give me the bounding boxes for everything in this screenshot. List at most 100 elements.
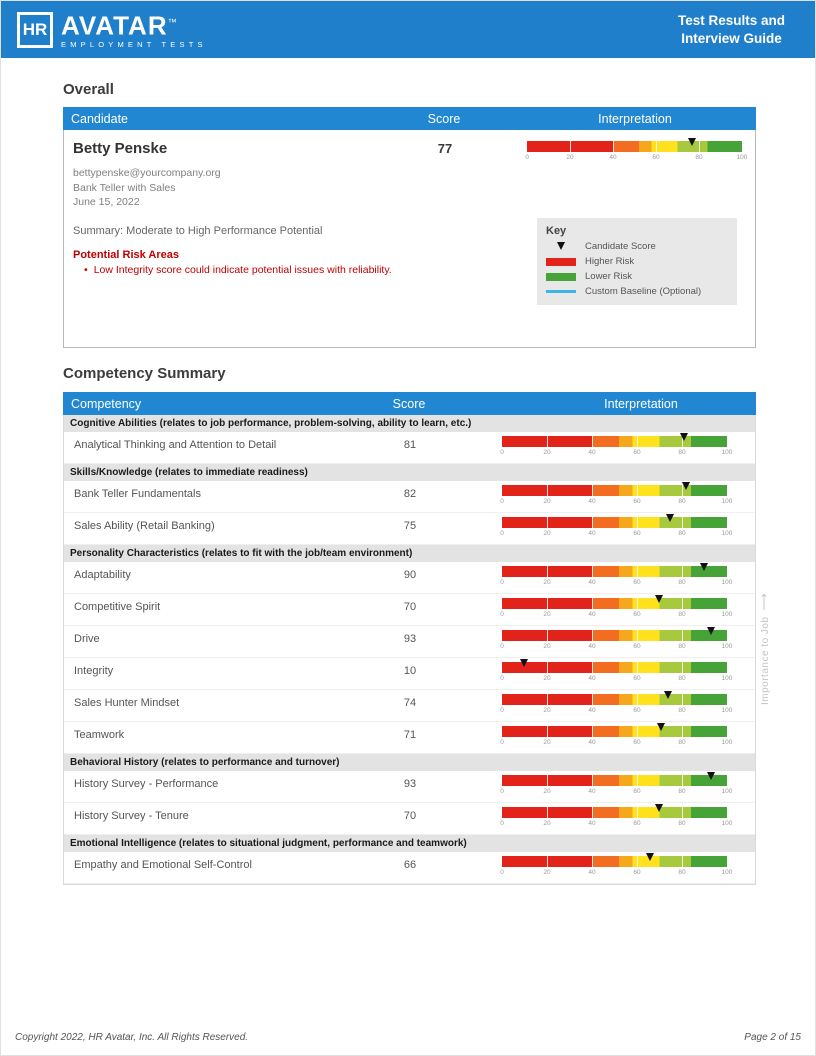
axis-tick-label: 100 [721, 530, 733, 537]
axis-tick-label: 100 [721, 820, 733, 827]
tick-line [682, 566, 683, 577]
tick-line [637, 517, 638, 528]
competency-label: Competitive Spirit [74, 601, 161, 613]
competency-score: 75 [403, 520, 417, 532]
axis-tick-label: 80 [678, 449, 686, 456]
competency-label: History Survey - Tenure [74, 810, 189, 822]
tick-line [547, 485, 548, 496]
score-scale: 0 20 40 60 80 100 [500, 772, 732, 796]
tick-line [682, 436, 683, 447]
axis-tick-label: 60 [633, 530, 641, 537]
tick-line [570, 141, 571, 152]
candidate-score-marker [706, 772, 715, 780]
scale-axis: 0 20 40 60 80 100 [500, 737, 732, 747]
competency-table: Competency Score Interpretation Cognitiv… [63, 392, 756, 885]
tick-line [637, 726, 638, 737]
column-score: Score [427, 111, 461, 126]
tick-line [682, 485, 683, 496]
axis-tick-label: 60 [633, 611, 641, 618]
axis-tick-label: 100 [721, 611, 733, 618]
report-title: Test Results and Interview Guide [678, 12, 785, 48]
risk-gradient-bar [502, 804, 727, 818]
tick-line [547, 566, 548, 577]
tick-line [637, 566, 638, 577]
competency-interpretation: 0 20 40 60 80 100 [456, 722, 755, 753]
competency-table-body: Cognitive Abilities (relates to job perf… [63, 415, 756, 885]
axis-tick-label: 0 [500, 449, 504, 456]
score-scale: 0 20 40 60 80 100 [500, 691, 732, 715]
axis-tick-label: 60 [652, 154, 660, 161]
competency-interpretation: 0 20 40 60 80 100 [456, 852, 755, 883]
competency-interpretation: 0 20 40 60 80 100 [456, 690, 755, 721]
tick-line [613, 141, 614, 152]
scale-axis: 0 20 40 60 80 100 [500, 577, 732, 587]
legend-key-box: Key Candidate Score Higher Risk Lower Ri… [537, 218, 737, 305]
candidate-score-marker [682, 482, 690, 490]
axis-tick-label: 60 [633, 449, 641, 456]
score-scale: 0 20 40 60 80 100 [525, 138, 747, 162]
axis-tick-label: 100 [721, 643, 733, 650]
column-competency: Competency [71, 396, 142, 411]
axis-tick-label: 40 [588, 611, 596, 618]
score-scale: 0 20 40 60 80 100 [500, 723, 732, 747]
axis-tick-label: 40 [588, 530, 596, 537]
key-row-higher-risk: Higher Risk [546, 256, 728, 267]
tick-line [592, 807, 593, 818]
axis-tick-label: 80 [678, 530, 686, 537]
competency-interpretation: 0 20 40 60 80 100 [456, 658, 755, 689]
tick-line [682, 598, 683, 609]
axis-tick-label: 100 [721, 675, 733, 682]
tick-line [699, 141, 700, 152]
competency-interpretation: 0 20 40 60 80 100 [456, 594, 755, 625]
copyright-text: Copyright 2022, HR Avatar, Inc. All Righ… [15, 1032, 249, 1043]
axis-tick-label: 0 [500, 498, 504, 505]
axis-tick-label: 60 [633, 579, 641, 586]
axis-tick-label: 80 [678, 820, 686, 827]
tick-line [592, 630, 593, 641]
competency-score: 93 [403, 633, 417, 645]
tick-line [682, 775, 683, 786]
custom-baseline-swatch [546, 290, 576, 293]
tick-line [682, 662, 683, 673]
axis-tick-label: 0 [500, 707, 504, 714]
tick-line [682, 517, 683, 528]
column-candidate: Candidate [71, 111, 128, 126]
score-scale: 0 20 40 60 80 100 [500, 659, 732, 683]
trademark-symbol: ™ [167, 17, 178, 28]
scale-axis: 0 20 40 60 80 100 [525, 152, 747, 162]
tick-line [592, 436, 593, 447]
axis-tick-label: 80 [678, 869, 686, 876]
axis-tick-label: 60 [633, 498, 641, 505]
tick-line [637, 694, 638, 705]
tick-line [547, 630, 548, 641]
candidate-score-marker [520, 659, 528, 667]
axis-tick-label: 100 [721, 788, 733, 795]
competency-row: Sales Hunter Mindset 74 0 20 40 60 80 100 [64, 690, 755, 722]
axis-tick-label: 20 [543, 788, 551, 795]
score-scale: 0 20 40 60 80 100 [500, 595, 732, 619]
axis-tick-label: 20 [543, 530, 551, 537]
scale-axis: 0 20 40 60 80 100 [500, 705, 732, 715]
risk-bullet-item: Low Integrity score could indicate poten… [84, 264, 392, 276]
competency-score: 71 [403, 729, 417, 741]
report-title-line1: Test Results and [677, 12, 785, 28]
tick-line [592, 694, 593, 705]
competency-label: Bank Teller Fundamentals [74, 488, 201, 500]
competency-row: Adaptability 90 0 20 40 60 80 100 [64, 562, 755, 594]
tick-line [547, 517, 548, 528]
tick-line [637, 856, 638, 867]
competency-score: 82 [403, 488, 417, 500]
tick-line [637, 630, 638, 641]
candidate-job: Bank Teller with Sales [73, 181, 176, 194]
axis-tick-label: 100 [721, 869, 733, 876]
competency-label: History Survey - Performance [74, 778, 219, 790]
risk-gradient-bar [502, 563, 727, 577]
column-interpretation: Interpretation [598, 111, 672, 126]
axis-tick-label: 20 [566, 154, 574, 161]
competency-table-header: Competency Score Interpretation [63, 392, 756, 415]
competency-section-header: Cognitive Abilities (relates to job perf… [64, 415, 755, 432]
competency-row: Competitive Spirit 70 0 20 40 60 80 100 [64, 594, 755, 626]
score-scale: 0 20 40 60 80 100 [500, 627, 732, 651]
overall-score-value: 77 [437, 141, 453, 156]
axis-tick-label: 40 [588, 707, 596, 714]
